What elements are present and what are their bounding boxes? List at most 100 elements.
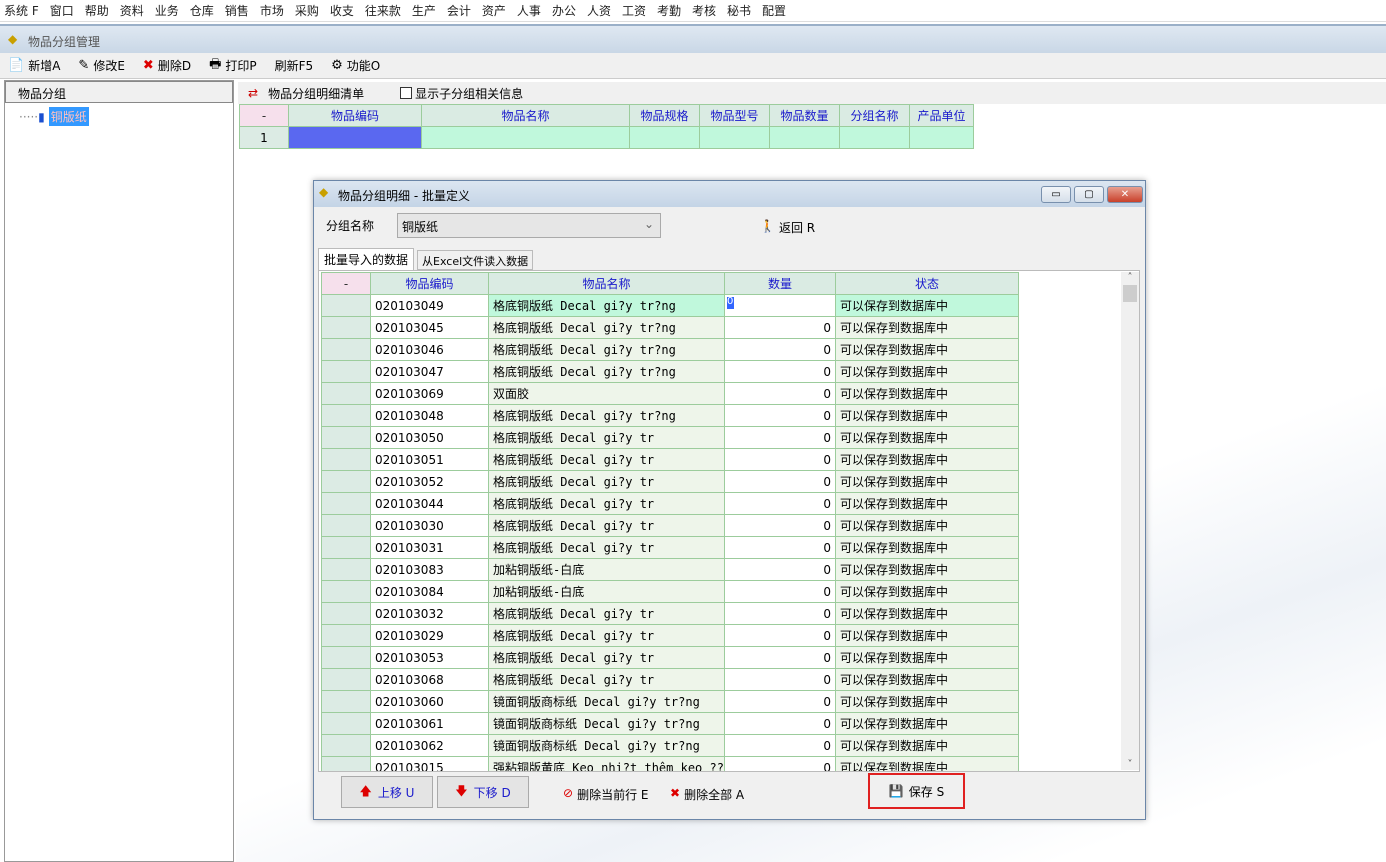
column-header[interactable]: 分组名称 [839, 104, 910, 127]
menu-item[interactable]: 系统 F [4, 4, 39, 18]
table-row[interactable]: 020103083 加粘铜版纸-白底 0 可以保存到数据库中 [321, 558, 1019, 581]
item-code[interactable]: 020103047 [370, 360, 489, 383]
scrollbar-thumb[interactable] [1123, 285, 1137, 302]
menu-item[interactable]: 采购 [294, 4, 319, 18]
item-code[interactable]: 020103068 [370, 668, 489, 691]
item-code[interactable]: 020103053 [370, 646, 489, 669]
quantity-cell[interactable]: 0 [724, 712, 836, 735]
table-row[interactable]: 020103044 格底铜版纸 Decal gi?y tr 0 可以保存到数据库中 [321, 492, 1019, 515]
item-code[interactable]: 020103051 [370, 448, 489, 471]
item-name[interactable]: 格底铜版纸 Decal gi?y tr [488, 646, 725, 669]
table-row[interactable]: 020103060 镜面铜版商标纸 Decal gi?y tr?ng 0 可以保存到数… [321, 690, 1019, 713]
column-header[interactable]: 物品名称 [421, 104, 630, 127]
table-row[interactable]: 020103032 格底铜版纸 Decal gi?y tr 0 可以保存到数据库中 [321, 602, 1019, 625]
table-row[interactable]: 1 [239, 126, 974, 149]
item-name[interactable]: 双面胶 [488, 382, 725, 405]
quantity-cell[interactable]: 0 [724, 492, 836, 515]
item-name[interactable]: 镜面铜版商标纸 Decal gi?y tr?ng [488, 690, 725, 713]
table-row[interactable]: 020103052 格底铜版纸 Decal gi?y tr 0 可以保存到数据库中 [321, 470, 1019, 493]
quantity-cell[interactable]: 0 [724, 404, 836, 427]
menu-item[interactable]: 资产 [481, 4, 506, 18]
tab-batch-import[interactable]: 批量导入的数据 [318, 248, 415, 270]
item-name[interactable]: 格底铜版纸 Decal gi?y tr [488, 470, 725, 493]
item-code[interactable]: 020103045 [370, 316, 489, 339]
menu-item[interactable]: 人资 [586, 4, 611, 18]
show-subgroup-checkbox[interactable]: 显示子分组相关信息 [400, 85, 523, 102]
move-up-button[interactable]: 🡅 上移 U [341, 776, 433, 808]
menu-item[interactable]: 资料 [119, 4, 144, 18]
quantity-cell[interactable]: 0 [724, 690, 836, 713]
item-code[interactable]: 020103031 [370, 536, 489, 559]
delete-all-button[interactable]: ✖ 删除全部 A [670, 786, 745, 802]
minimize-button[interactable]: ▭ [1041, 186, 1071, 203]
item-name[interactable]: 格底铜版纸 Decal gi?y tr [488, 492, 725, 515]
menu-item[interactable]: 考核 [692, 4, 717, 18]
item-code[interactable]: 020103062 [370, 734, 489, 757]
column-header[interactable]: 物品编码 [288, 104, 422, 127]
menu-item[interactable]: 工资 [621, 4, 646, 18]
item-name[interactable]: 格底铜版纸 Decal gi?y tr [488, 426, 725, 449]
column-header[interactable]: - [321, 272, 371, 295]
item-name[interactable]: 镜面铜版商标纸 Decal gi?y tr?ng [488, 712, 725, 735]
toolbar-button[interactable]: 🖶 打印P [209, 55, 257, 77]
quantity-cell[interactable]: 0 [724, 294, 836, 317]
item-name[interactable]: 格底铜版纸 Decal gi?y tr [488, 668, 725, 691]
table-row[interactable]: 020103049 格底铜版纸 Decal gi?y tr?ng 0 可以保存到数据库… [321, 294, 1019, 317]
item-code[interactable]: 020103083 [370, 558, 489, 581]
tree-item-copperplate[interactable]: 铜版纸 [48, 107, 89, 126]
menu-item[interactable]: 办公 [551, 4, 576, 18]
quantity-cell[interactable]: 0 [724, 536, 836, 559]
close-button[interactable]: ✕ [1107, 186, 1143, 203]
item-name[interactable]: 镜面铜版商标纸 Decal gi?y tr?ng [488, 734, 725, 757]
menu-item[interactable]: 收支 [329, 4, 354, 18]
table-row[interactable]: 020103030 格底铜版纸 Decal gi?y tr 0 可以保存到数据库中 [321, 514, 1019, 537]
column-header[interactable]: 物品名称 [488, 272, 725, 295]
item-name[interactable]: 格底铜版纸 Decal gi?y tr?ng [488, 316, 725, 339]
menu-item[interactable]: 考勤 [656, 4, 681, 18]
item-name[interactable]: 格底铜版纸 Decal gi?y tr [488, 448, 725, 471]
column-header[interactable]: 物品编码 [370, 272, 489, 295]
toolbar-button[interactable]: ⚙ 功能O [331, 58, 381, 73]
item-name[interactable]: 格底铜版纸 Decal gi?y tr?ng [488, 360, 725, 383]
item-code[interactable]: 020103069 [370, 382, 489, 405]
item-name[interactable]: 加粘铜版纸-白底 [488, 558, 725, 581]
table-row[interactable]: 020103068 格底铜版纸 Decal gi?y tr 0 可以保存到数据库中 [321, 668, 1019, 691]
maximize-button[interactable]: ▢ [1074, 186, 1104, 203]
return-button[interactable]: 🚶 返回 R [760, 219, 816, 235]
quantity-cell[interactable]: 0 [724, 426, 836, 449]
menu-item[interactable]: 销售 [224, 4, 249, 18]
item-name[interactable]: 格底铜版纸 Decal gi?y tr [488, 536, 725, 559]
menu-item[interactable]: 仓库 [189, 4, 214, 18]
item-name[interactable]: 格底铜版纸 Decal gi?y tr [488, 602, 725, 625]
item-code[interactable]: 020103050 [370, 426, 489, 449]
menu-item[interactable]: 业务 [154, 4, 179, 18]
quantity-cell[interactable]: 0 [724, 558, 836, 581]
item-name[interactable]: 格底铜版纸 Decal gi?y tr [488, 514, 725, 537]
item-code[interactable]: 020103052 [370, 470, 489, 493]
quantity-cell[interactable]: 0 [724, 316, 836, 339]
scroll-up-icon[interactable]: ˄ [1127, 272, 1133, 283]
table-row[interactable]: 020103045 格底铜版纸 Decal gi?y tr?ng 0 可以保存到数据库… [321, 316, 1019, 339]
toolbar-button[interactable]: ✖ 删除D [142, 58, 192, 73]
column-header[interactable]: 状态 [835, 272, 1019, 295]
menu-item[interactable]: 窗口 [49, 4, 74, 18]
item-code[interactable]: 020103049 [370, 294, 489, 317]
column-header[interactable]: 物品型号 [699, 104, 770, 127]
item-code[interactable]: 020103048 [370, 404, 489, 427]
quantity-cell[interactable]: 0 [724, 602, 836, 625]
table-row[interactable]: 020103029 格底铜版纸 Decal gi?y tr 0 可以保存到数据库中 [321, 624, 1019, 647]
item-name[interactable]: 格底铜版纸 Decal gi?y tr?ng [488, 404, 725, 427]
toolbar-button[interactable]: 刷新F5 [274, 59, 314, 73]
menu-item[interactable]: 会计 [446, 4, 471, 18]
item-code[interactable]: 020103046 [370, 338, 489, 361]
menu-item[interactable]: 配置 [762, 4, 787, 18]
menu-item[interactable]: 生产 [411, 4, 436, 18]
item-code[interactable]: 020103032 [370, 602, 489, 625]
item-name[interactable]: 格底铜版纸 Decal gi?y tr [488, 624, 725, 647]
quantity-cell[interactable]: 0 [724, 338, 836, 361]
table-row[interactable]: 020103062 镜面铜版商标纸 Decal gi?y tr?ng 0 可以保存到数… [321, 734, 1019, 757]
item-code[interactable]: 020103030 [370, 514, 489, 537]
column-header[interactable]: 物品规格 [629, 104, 700, 127]
quantity-cell[interactable]: 0 [724, 624, 836, 647]
quantity-cell[interactable]: 0 [724, 382, 836, 405]
